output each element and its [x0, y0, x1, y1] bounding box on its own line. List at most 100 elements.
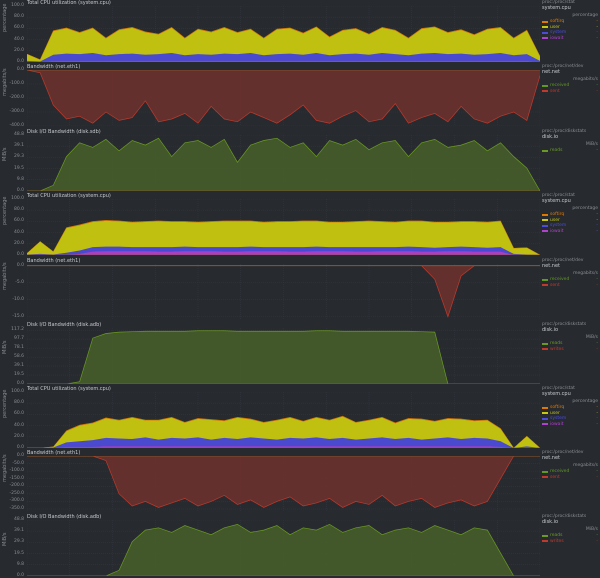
legend-context: proc:/proc/diskstats [542, 514, 587, 519]
y-tick-label: 80.0 [13, 400, 24, 406]
legend-dimension-value: - [596, 469, 598, 475]
y-tick-label: 80.0 [13, 14, 24, 20]
legend-dimension-label: received [550, 277, 570, 283]
chart-title: Disk I/O Bandwidth (disk.adb) [27, 322, 102, 328]
series-line-softirq [27, 26, 540, 61]
legend-context: proc:/proc/stat [542, 386, 575, 391]
series-line-iowait [27, 446, 540, 448]
chart-plot[interactable] [27, 392, 540, 448]
legend-dimension-value: - [596, 35, 598, 41]
legend-dimension-iowait[interactable]: iowait - [542, 422, 598, 428]
chart-plot[interactable] [27, 328, 540, 384]
y-tick-label: 9.8 [16, 176, 24, 182]
y-tick-label: 29.3 [13, 154, 24, 160]
legend-dimension-writes[interactable]: writes - [542, 347, 598, 353]
series-area-reads [27, 138, 540, 191]
y-tick-label: -300.0 [9, 498, 24, 504]
legend-dimension-value: - [596, 282, 598, 288]
y-tick-label: 39.1 [13, 143, 24, 149]
chart-legend: proc:/proc/stat system.cpu percentage softi… [542, 193, 598, 234]
chart-title: Disk I/O Bandwidth (disk.sdb) [27, 129, 101, 135]
legend-dimension-value: - [596, 405, 598, 411]
legend-dimension-value: - [596, 217, 598, 223]
y-tick-label: 29.3 [13, 539, 24, 545]
chart-plot[interactable] [27, 199, 540, 255]
legend-dimension-sent[interactable]: sent - [542, 475, 598, 481]
legend-context: proc:/proc/net/dev [542, 64, 584, 69]
chart-plot[interactable] [27, 520, 540, 576]
legend-dimension-received[interactable]: received - [542, 469, 598, 475]
legend-swatch [542, 540, 548, 543]
legend-dimension-softirq[interactable]: softirq - [542, 405, 598, 411]
legend-dimension-softirq[interactable]: softirq - [542, 212, 598, 218]
legend-swatch [542, 84, 548, 87]
legend-dimension-value: - [596, 228, 598, 234]
series-area-iowait [27, 251, 540, 255]
legend-dimension-sent[interactable]: sent - [542, 89, 598, 95]
legend-dimension-received[interactable]: received - [542, 277, 598, 283]
series-line-softirq [27, 415, 540, 448]
legend-unit: percentage [572, 399, 598, 404]
legend-dimension-writes[interactable]: writes - [542, 539, 598, 545]
legend-dimension-softirq[interactable]: softirq - [542, 19, 598, 25]
legend-dimension-value: - [596, 346, 598, 352]
legend-chart-id: net.net [542, 69, 561, 75]
legend-dimension-reads[interactable]: reads - [542, 533, 598, 539]
legend-dimension-value: - [596, 410, 598, 416]
legend-dimension-reads[interactable]: reads - [542, 341, 598, 347]
legend-dimension-label: writes [550, 538, 564, 544]
legend-dimension-value: - [596, 19, 598, 25]
legend-dimension-system[interactable]: system - [542, 30, 598, 36]
chart-title: Total CPU utilization (system.cpu) [27, 0, 111, 6]
chart-plot[interactable] [27, 264, 540, 320]
chart-plot[interactable] [27, 6, 540, 62]
y-tick-label: 20.0 [13, 240, 24, 246]
legend-dimension-value: - [596, 538, 598, 544]
y-tick-label: -100.0 [9, 81, 24, 86]
series-line-reads [27, 330, 540, 384]
chart-title: Bandwidth (net.eth1) [27, 450, 81, 456]
legend-swatch [542, 219, 548, 222]
y-axis-label: megabits/s [2, 68, 8, 96]
legend-dimension-label: iowait [550, 228, 564, 234]
y-tick-label: 19.5 [13, 550, 24, 556]
legend-context: proc:/proc/stat [542, 193, 575, 198]
legend-dimension-reads[interactable]: reads - [542, 148, 598, 154]
y-tick-label: 78.1 [13, 345, 24, 351]
legend-dimension-received[interactable]: received - [542, 83, 598, 89]
legend-swatch [542, 90, 548, 93]
series-area-user [27, 27, 540, 62]
legend-dimension-system[interactable]: system - [542, 223, 598, 229]
legend-dimension-value: - [596, 421, 598, 427]
chart-plot[interactable] [27, 456, 540, 512]
series-area-system [27, 437, 540, 448]
y-tick-label: 100.0 [11, 196, 24, 201]
chart-title: Disk I/O Bandwidth (disk.adb) [27, 514, 102, 520]
legend-dimension-sent[interactable]: sent - [542, 283, 598, 289]
legend-unit: megabits/s [573, 77, 598, 82]
chart-plot[interactable] [27, 70, 540, 126]
legend-swatch [542, 406, 548, 409]
legend-dimension-label: user [550, 24, 560, 30]
legend-dimension-iowait[interactable]: iowait - [542, 36, 598, 42]
legend-swatch [542, 230, 548, 233]
legend-dimension-value: - [596, 148, 598, 154]
legend-dimension-iowait[interactable]: iowait - [542, 229, 598, 235]
legend-dimension-value: - [596, 24, 598, 30]
y-tick-label: 0.0 [16, 381, 24, 386]
legend-chart-id: system.cpu [542, 391, 571, 397]
y-tick-label: -200.0 [9, 95, 24, 100]
legend-dimension-user[interactable]: user - [542, 25, 598, 31]
chart-panel-disk-io: Disk I/O Bandwidth (disk.sdb) MiB/s 0.0 9.8… [0, 129, 600, 193]
series-line-sent [27, 456, 540, 508]
series-area-user [27, 220, 540, 255]
chart-panel-system-cpu: Total CPU utilization (system.cpu) percen… [0, 386, 600, 450]
legend-dimension-system[interactable]: system - [542, 416, 598, 422]
legend-dimension-user[interactable]: user - [542, 218, 598, 224]
chart-plot[interactable] [27, 135, 540, 191]
chart-panel-disk-io: Disk I/O Bandwidth (disk.adb) MiB/s 0.0 9.8… [0, 514, 600, 578]
chart-panel-net-net: Bandwidth (net.eth1) megabits/s 0.0 -100.0 -… [0, 64, 600, 128]
legend-dimension-label: sent [550, 88, 560, 94]
legend-dimension-value: - [596, 474, 598, 480]
legend-dimension-user[interactable]: user - [542, 411, 598, 417]
